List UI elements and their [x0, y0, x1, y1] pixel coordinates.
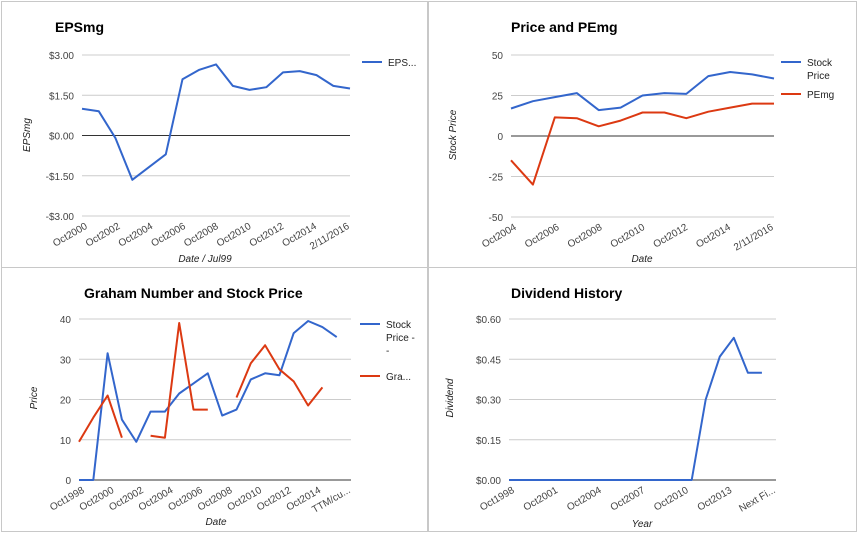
y-tick-label: -25 [489, 173, 504, 184]
y-tick-label: $0.00 [476, 476, 501, 487]
x-tick-label: Oct2014 [694, 222, 733, 251]
x-tick-label: Oct2010 [652, 485, 691, 514]
series-line-1 [81, 63, 351, 181]
legend-label: PEmg [807, 90, 834, 101]
x-tick-label: Oct2001 [522, 485, 561, 514]
x-tick-label: Oct1998 [478, 485, 517, 514]
y-tick-label: $0.00 [49, 132, 74, 143]
chart-title: EPSmg [55, 19, 104, 35]
x-tick-label: Oct2010 [609, 222, 648, 251]
x-axis-title: Date [631, 254, 653, 265]
y-tick-label: 0 [497, 132, 503, 143]
y-tick-label: -$1.50 [46, 172, 75, 183]
y-tick-label: -50 [489, 213, 504, 224]
x-tick-label: Oct2008 [566, 222, 605, 251]
y-tick-label: 40 [60, 315, 72, 326]
y-tick-label: $1.50 [49, 91, 74, 102]
dividend-chart: Dividend History $0.60 $0.45 $0.30 $0.15 $0.… [445, 285, 778, 530]
x-tick-label: Oct2006 [523, 222, 562, 251]
eps-chart-panel: EPSmg $3.00 $1.50 $0.00 -$1.50 -$3.00 Oct2000… [1, 1, 428, 268]
y-tick-label: $0.30 [476, 396, 501, 407]
x-tick-label: 2/11/2016 [732, 222, 776, 254]
series-line-2 [78, 394, 123, 443]
y-axis-title: Price [29, 386, 40, 409]
x-axis-title: Date / Jul99 [178, 254, 232, 265]
x-tick-label: Oct2013 [696, 485, 735, 514]
x-axis-title: Year [632, 519, 653, 530]
y-tick-label: -$3.00 [46, 212, 75, 223]
x-tick-label: Oct2004 [480, 222, 519, 251]
y-tick-label: 20 [60, 396, 72, 407]
y-tick-label: 10 [60, 436, 72, 447]
y-axis-title: Dividend [445, 378, 456, 417]
x-tick-label: Oct2008 [182, 221, 221, 250]
eps-chart: EPSmg $3.00 $1.50 $0.00 -$1.50 -$3.00Oct2000… [22, 19, 416, 265]
y-tick-label: 25 [492, 92, 504, 103]
x-tick-label: Oct2010 [215, 221, 254, 250]
legend-label: Stock Price [807, 58, 833, 82]
x-tick-label: Oct2012 [248, 221, 287, 250]
y-tick-label: $0.15 [476, 436, 501, 447]
series-line-1 [509, 336, 762, 481]
x-tick-label: Next Fi... [737, 485, 777, 515]
chart-title: Graham Number and Stock Price [84, 285, 303, 301]
series-line-1 [79, 320, 338, 481]
x-tick-label: Oct2007 [609, 485, 648, 514]
dividend-chart-panel: Dividend History $0.60 $0.45 $0.30 $0.15 $0.… [428, 267, 857, 532]
legend-label: Gra... [386, 372, 411, 383]
graham-chart: Graham Number and Stock Price 403020100O… [29, 285, 415, 528]
x-tick-label: Oct2006 [150, 221, 189, 250]
x-axis-title: Date [205, 517, 227, 528]
series-line-2 [510, 102, 774, 186]
y-tick-label: 50 [492, 51, 504, 62]
x-tick-label: Oct2004 [117, 221, 156, 250]
y-axis-title: Stock Price [448, 109, 459, 160]
y-tick-label: $0.60 [476, 315, 501, 326]
chart-title: Dividend History [511, 285, 622, 301]
y-tick-label: 30 [60, 355, 72, 366]
y-axis-title: EPSmg [22, 118, 33, 152]
legend-label: EPS... [388, 58, 416, 69]
legend-label: Stock Price -- [386, 320, 415, 357]
series-line-2 [235, 344, 324, 407]
y-tick-label: $3.00 [49, 51, 74, 62]
series-line-1 [510, 71, 775, 112]
x-tick-label: Oct2002 [84, 221, 123, 250]
y-tick-label: $0.45 [476, 355, 501, 366]
chart-title: Price and PEmg [511, 19, 618, 35]
y-tick-label: 0 [65, 476, 71, 487]
price-pe-chart-panel: Price and PEmg 50 25 0 -25 -50 Oct2004 Oct2006… [428, 1, 857, 268]
x-tick-label: Oct2000 [51, 221, 90, 250]
series-line-2 [150, 322, 208, 439]
graham-chart-panel: Graham Number and Stock Price 40 30 20 10 0 O… [1, 267, 428, 532]
x-tick-label: Oct2004 [565, 485, 604, 514]
x-tick-label: Oct2012 [652, 222, 691, 251]
